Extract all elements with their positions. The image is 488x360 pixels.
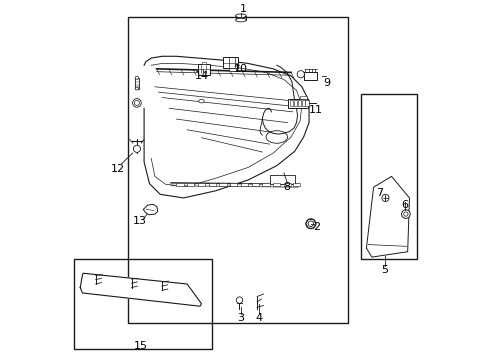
Ellipse shape <box>265 131 287 143</box>
Circle shape <box>132 99 141 107</box>
Bar <box>297 100 301 107</box>
Bar <box>262 183 269 186</box>
Circle shape <box>305 219 315 229</box>
Text: 15: 15 <box>133 341 147 351</box>
Ellipse shape <box>235 18 246 22</box>
Bar <box>74 259 212 348</box>
Text: 4: 4 <box>255 313 262 323</box>
Circle shape <box>403 212 407 216</box>
Ellipse shape <box>198 99 203 103</box>
Bar <box>300 96 306 99</box>
Text: 12: 12 <box>111 164 125 174</box>
Ellipse shape <box>135 76 139 79</box>
Bar <box>208 183 215 186</box>
Bar <box>269 175 294 184</box>
Polygon shape <box>143 204 158 215</box>
Polygon shape <box>366 176 408 257</box>
Text: 1: 1 <box>240 4 246 14</box>
Polygon shape <box>80 273 201 306</box>
Text: 6: 6 <box>401 200 407 210</box>
Bar <box>176 183 183 186</box>
Bar <box>303 72 317 80</box>
Bar <box>360 94 416 259</box>
Text: 10: 10 <box>233 64 247 74</box>
Ellipse shape <box>235 14 246 18</box>
Circle shape <box>134 100 139 105</box>
Bar <box>187 183 194 186</box>
Circle shape <box>381 194 388 202</box>
Ellipse shape <box>135 87 139 90</box>
Circle shape <box>307 221 313 226</box>
Text: 13: 13 <box>132 216 146 226</box>
Bar <box>251 183 258 186</box>
Circle shape <box>133 145 140 152</box>
Bar <box>284 183 290 186</box>
Text: 7: 7 <box>376 188 383 198</box>
Text: 11: 11 <box>308 105 323 115</box>
Bar <box>273 183 280 186</box>
Circle shape <box>401 210 409 219</box>
Bar <box>135 78 139 89</box>
Text: 9: 9 <box>323 78 330 88</box>
Bar <box>228 68 235 71</box>
Bar <box>293 100 297 107</box>
Text: 5: 5 <box>381 265 388 275</box>
Bar <box>128 17 348 323</box>
Bar <box>198 64 210 75</box>
Bar <box>241 183 247 186</box>
Bar <box>198 183 204 186</box>
Bar <box>223 57 238 68</box>
Circle shape <box>297 71 304 78</box>
Bar <box>287 99 308 108</box>
Text: 2: 2 <box>312 222 319 231</box>
Bar <box>292 183 300 186</box>
Text: 3: 3 <box>237 313 244 323</box>
Circle shape <box>236 297 242 303</box>
Text: 14: 14 <box>194 71 208 81</box>
Bar <box>219 183 226 186</box>
Bar <box>289 100 293 107</box>
Bar <box>230 183 237 186</box>
Bar <box>305 100 308 107</box>
Bar <box>301 100 304 107</box>
Text: 8: 8 <box>283 182 290 192</box>
Bar <box>202 62 206 64</box>
